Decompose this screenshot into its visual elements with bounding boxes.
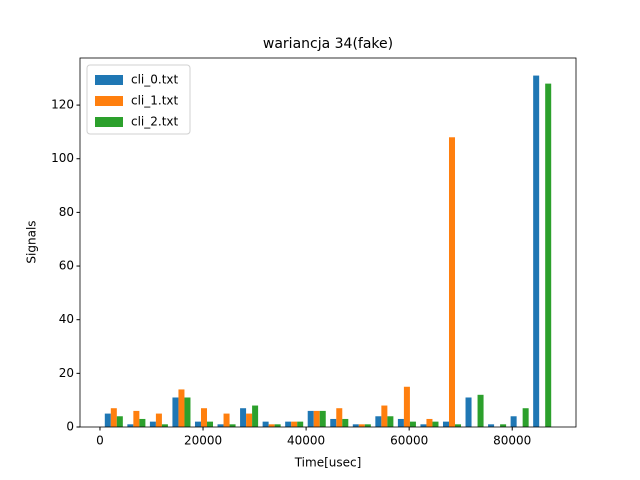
bar — [274, 424, 281, 427]
bar — [149, 421, 156, 427]
bar — [375, 416, 382, 427]
y-tick-label: 100 — [51, 151, 74, 165]
bar — [420, 424, 427, 427]
y-axis-label: Signals — [25, 220, 39, 263]
bar — [465, 397, 472, 427]
legend-swatch — [95, 96, 123, 106]
bar — [358, 424, 365, 427]
bar — [223, 413, 230, 427]
bar — [533, 75, 540, 428]
y-tick-label: 120 — [51, 98, 74, 112]
x-axis-label: Time[usec] — [294, 456, 362, 470]
bar — [268, 424, 275, 427]
y-tick-label: 80 — [59, 205, 74, 219]
legend-label: cli_1.txt — [131, 94, 179, 108]
bar — [342, 418, 349, 427]
bar — [297, 421, 304, 427]
legend-label: cli_0.txt — [131, 73, 179, 87]
legend-swatch — [95, 117, 123, 127]
legend-swatch — [95, 75, 123, 85]
bar — [432, 421, 439, 427]
y-tick-label: 40 — [59, 312, 74, 326]
legend-label: cli_2.txt — [131, 115, 179, 129]
x-tick-label: 0 — [96, 434, 104, 448]
bar — [246, 413, 253, 427]
bar — [522, 408, 529, 427]
chart-title: wariancja 34(fake) — [263, 36, 393, 52]
bar — [336, 408, 343, 427]
bar — [291, 421, 298, 427]
bar — [178, 389, 185, 427]
bar — [426, 418, 433, 427]
bar — [285, 421, 292, 427]
bar — [110, 408, 117, 427]
bar — [172, 397, 179, 427]
bar — [307, 410, 314, 427]
y-tick-label: 60 — [59, 259, 74, 273]
bar — [510, 416, 517, 427]
bar — [409, 421, 416, 427]
y-tick-label: 0 — [66, 420, 74, 434]
bar — [381, 405, 388, 427]
bar — [229, 424, 236, 427]
bar — [252, 405, 259, 427]
bar — [442, 421, 449, 427]
bar — [240, 408, 247, 427]
bar — [403, 386, 410, 427]
x-tick-label: 60000 — [390, 434, 428, 448]
bar — [500, 424, 507, 427]
bar — [262, 421, 269, 427]
bar — [352, 424, 359, 427]
bar — [139, 418, 146, 427]
bar — [319, 410, 326, 427]
bar — [330, 418, 337, 427]
bar — [184, 397, 191, 427]
bar — [448, 137, 456, 427]
bar — [397, 418, 404, 427]
bar — [364, 424, 371, 427]
bar — [200, 408, 208, 427]
bar — [387, 416, 394, 427]
bar — [127, 424, 134, 427]
bar — [477, 394, 484, 427]
bar — [133, 410, 140, 427]
bar — [488, 424, 495, 427]
bar — [217, 424, 224, 427]
bar — [455, 424, 462, 427]
bar — [155, 413, 162, 427]
bar — [161, 424, 168, 427]
bar — [194, 421, 201, 427]
bar — [116, 416, 123, 427]
y-tick-label: 20 — [59, 366, 74, 380]
bar — [104, 413, 111, 427]
bar — [313, 410, 320, 427]
x-tick-label: 80000 — [493, 434, 531, 448]
bar — [545, 83, 552, 427]
x-tick-label: 40000 — [287, 434, 325, 448]
x-tick-label: 20000 — [184, 434, 222, 448]
plot-frame — [79, 57, 577, 428]
bar — [207, 421, 214, 427]
